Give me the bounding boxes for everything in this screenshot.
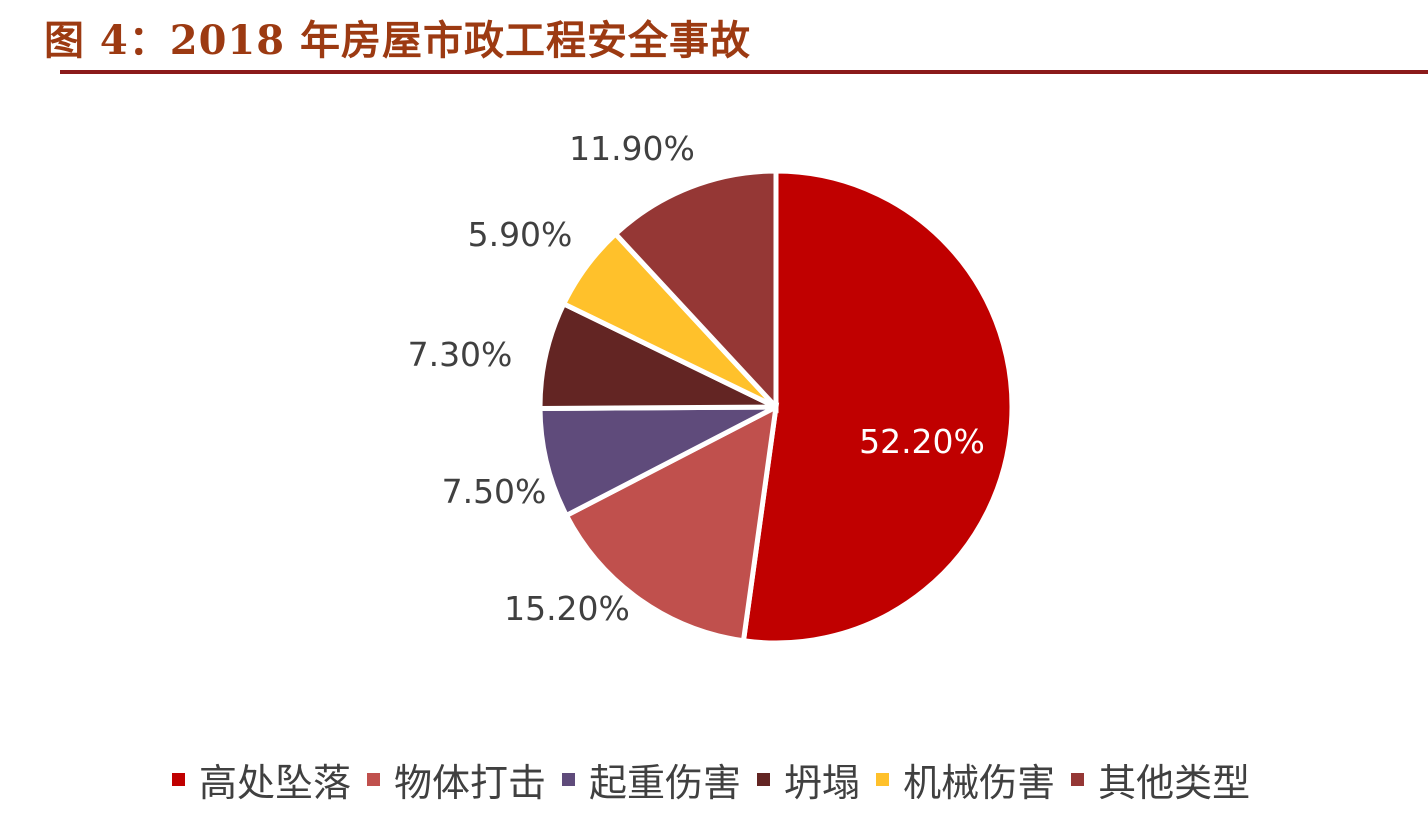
pie-slices bbox=[537, 168, 1015, 646]
legend-item-5: 机械伤害 bbox=[876, 752, 1055, 807]
legend-label-4: 坍塌 bbox=[784, 761, 861, 805]
data-label-1: 52.20% bbox=[859, 422, 985, 461]
pie-slice-2 bbox=[563, 402, 780, 644]
pie-slice-6 bbox=[611, 168, 779, 414]
legend-label-6: 其他类型 bbox=[1098, 761, 1251, 805]
legend-item-1: 高处坠落 bbox=[172, 752, 351, 807]
title-rule bbox=[60, 70, 1428, 74]
legend-label-2: 物体打击 bbox=[394, 761, 547, 805]
pie-slice-1 bbox=[740, 168, 1015, 646]
legend-item-6: 其他类型 bbox=[1071, 752, 1250, 807]
data-label-4: 7.30% bbox=[408, 335, 513, 374]
data-label-2: 15.20% bbox=[504, 589, 630, 628]
legend-label-1: 高处坠落 bbox=[199, 761, 352, 805]
legend-swatch-3 bbox=[562, 773, 576, 786]
legend-swatch-6 bbox=[1071, 773, 1085, 786]
data-label-6: 11.90% bbox=[569, 129, 695, 168]
legend-item-2: 物体打击 bbox=[367, 752, 546, 807]
figure-title: 图 4：2018 年房屋市政工程安全事故 bbox=[44, 17, 752, 64]
legend-label-5: 机械伤害 bbox=[903, 761, 1056, 805]
data-label-3: 7.50% bbox=[442, 472, 547, 511]
legend-swatch-1 bbox=[172, 773, 185, 786]
legend-swatch-5 bbox=[876, 773, 890, 786]
legend-swatch-2 bbox=[367, 773, 381, 786]
data-label-5: 5.90% bbox=[468, 215, 573, 254]
chart-legend: 高处坠落 物体打击 起重伤害 坍塌 机械伤害 其他类型 bbox=[172, 752, 1250, 807]
legend-item-3: 起重伤害 bbox=[562, 752, 741, 807]
data-labels: 52.20% 15.20% 7.50% 7.30% 5.90% 11.90% bbox=[408, 129, 985, 628]
legend-swatch-4 bbox=[757, 773, 771, 786]
legend-label-3: 起重伤害 bbox=[589, 761, 742, 805]
legend-item-4: 坍塌 bbox=[757, 752, 860, 807]
